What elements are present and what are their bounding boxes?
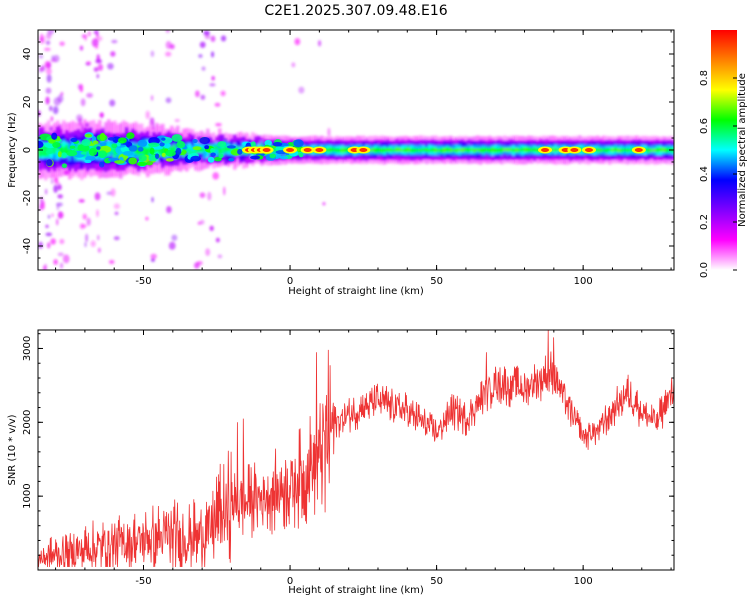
x-tick-label: 0 bbox=[287, 576, 293, 587]
spectrogram-x-label: Height of straight line (km) bbox=[288, 286, 424, 297]
spectrogram-heatmap bbox=[38, 30, 674, 270]
y-tick-label: -20 bbox=[22, 190, 33, 206]
x-tick-label: 100 bbox=[574, 276, 593, 287]
figure-title: C2E1.2025.307.09.48.E16 bbox=[264, 3, 447, 19]
snr-panel: -50 0 50 100 1000 2000 3000 Height of straight… bbox=[7, 329, 675, 596]
snr-y-label: SNR (10 * v/v) bbox=[7, 414, 18, 485]
y-tick-label: 0 bbox=[22, 147, 33, 153]
spectrogram-ticks: -50 0 50 100 -40 -20 0 20 40 bbox=[22, 29, 674, 287]
snr-ticks: -50 0 50 100 1000 2000 3000 bbox=[22, 330, 674, 587]
y-tick-label: 40 bbox=[22, 48, 33, 61]
colorbar-tick-label: 0.2 bbox=[699, 214, 710, 230]
spectrogram-noise bbox=[38, 30, 331, 270]
snr-series-line bbox=[38, 330, 674, 568]
y-tick-label: 20 bbox=[22, 96, 33, 109]
x-tick-label: -50 bbox=[135, 576, 151, 587]
colorbar-tick-label: 0.0 bbox=[699, 262, 710, 278]
spectrogram-blobs bbox=[38, 132, 304, 169]
y-tick-label: -40 bbox=[22, 238, 33, 254]
spectrogram-y-label: Frequency (Hz) bbox=[7, 112, 18, 188]
snr-x-label: Height of straight line (km) bbox=[288, 585, 424, 596]
spectrogram-peaks bbox=[242, 146, 646, 154]
colorbar-gradient bbox=[711, 30, 737, 270]
y-tick-label: 3000 bbox=[22, 336, 33, 361]
x-tick-label: -50 bbox=[135, 276, 151, 287]
colorbar-tick-label: 0.8 bbox=[699, 70, 710, 86]
x-tick-label: 50 bbox=[430, 576, 443, 587]
colorbar-label: Normalized spectral amplitude bbox=[737, 73, 748, 227]
x-tick-label: 50 bbox=[430, 276, 443, 287]
snr-frame bbox=[37, 329, 675, 571]
x-tick-label: 100 bbox=[574, 576, 593, 587]
x-tick-label: 0 bbox=[287, 276, 293, 287]
spectrogram-panel: -50 0 50 100 -40 -20 0 20 40 Height of straight … bbox=[7, 29, 675, 297]
colorbar-ticks: 0.0 0.2 0.4 0.6 0.8 bbox=[699, 70, 737, 278]
colorbar: 0.0 0.2 0.4 0.6 0.8 Normalized spectral ampl… bbox=[699, 30, 748, 278]
colorbar-tick-label: 0.4 bbox=[699, 166, 710, 182]
y-tick-label: 1000 bbox=[22, 483, 33, 508]
colorbar-tick-label: 0.6 bbox=[699, 118, 710, 134]
y-tick-label: 2000 bbox=[22, 410, 33, 435]
